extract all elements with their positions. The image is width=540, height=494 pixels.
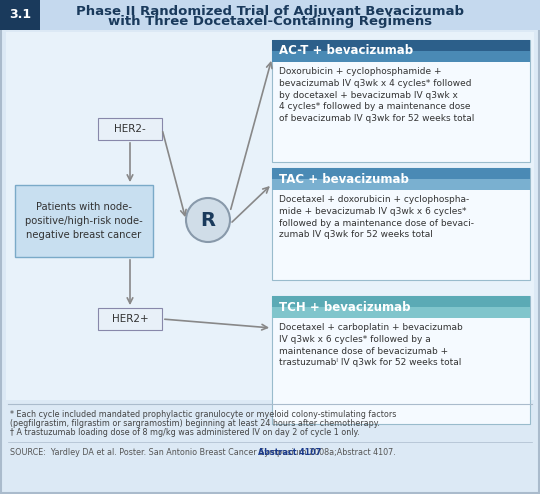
FancyBboxPatch shape	[15, 185, 153, 257]
Text: Abstract 4107: Abstract 4107	[258, 448, 321, 457]
FancyBboxPatch shape	[272, 296, 530, 424]
Text: AC-T + bevacizumab: AC-T + bevacizumab	[279, 44, 413, 57]
Text: Docetaxel + doxorubicin + cyclophospha-
mide + bevacizumab IV q3wk x 6 cycles*
f: Docetaxel + doxorubicin + cyclophospha- …	[279, 195, 474, 240]
Text: † A trastuzumab loading dose of 8 mg/kg was administered IV on day 2 of cycle 1 : † A trastuzumab loading dose of 8 mg/kg …	[10, 428, 360, 437]
FancyBboxPatch shape	[0, 0, 40, 30]
Text: R: R	[200, 210, 215, 230]
FancyBboxPatch shape	[98, 308, 162, 330]
FancyBboxPatch shape	[272, 168, 530, 179]
FancyBboxPatch shape	[272, 296, 530, 307]
Text: HER2-: HER2-	[114, 124, 146, 134]
FancyBboxPatch shape	[272, 40, 530, 162]
FancyBboxPatch shape	[6, 32, 534, 400]
FancyBboxPatch shape	[272, 307, 530, 318]
Text: TCH + bevacizumab: TCH + bevacizumab	[279, 300, 410, 314]
Text: * Each cycle included mandated prophylactic granulocyte or myeloid colony-stimul: * Each cycle included mandated prophylac…	[10, 410, 396, 419]
Text: with Three Docetaxel-Containing Regimens: with Three Docetaxel-Containing Regimens	[108, 15, 432, 29]
FancyBboxPatch shape	[98, 118, 162, 140]
FancyBboxPatch shape	[272, 168, 530, 280]
FancyBboxPatch shape	[272, 51, 530, 62]
Text: Doxorubicin + cyclophosphamide +
bevacizumab IV q3wk x 4 cycles* followed
by doc: Doxorubicin + cyclophosphamide + bevaciz…	[279, 67, 474, 123]
FancyBboxPatch shape	[0, 0, 540, 30]
Text: Docetaxel + carboplatin + bevacizumab
IV q3wk x 6 cycles* followed by a
maintena: Docetaxel + carboplatin + bevacizumab IV…	[279, 323, 463, 368]
Text: TAC + bevacizumab: TAC + bevacizumab	[279, 172, 409, 186]
Text: SOURCE:  Yardley DA et al. Poster. San Antonio Breast Cancer Symposium 2008a;Abs: SOURCE: Yardley DA et al. Poster. San An…	[10, 448, 396, 457]
FancyBboxPatch shape	[272, 179, 530, 190]
Text: Patients with node-
positive/high-risk node-
negative breast cancer: Patients with node- positive/high-risk n…	[25, 202, 143, 240]
FancyBboxPatch shape	[272, 40, 530, 51]
Text: HER2+: HER2+	[112, 314, 149, 324]
Text: (pegfilgrastim, filgrastim or sargramostim) beginning at least 24 hours after ch: (pegfilgrastim, filgrastim or sargramost…	[10, 419, 380, 428]
Text: Phase II Randomized Trial of Adjuvant Bevacizumab: Phase II Randomized Trial of Adjuvant Be…	[76, 4, 464, 17]
Circle shape	[186, 198, 230, 242]
Text: 3.1: 3.1	[9, 8, 31, 22]
